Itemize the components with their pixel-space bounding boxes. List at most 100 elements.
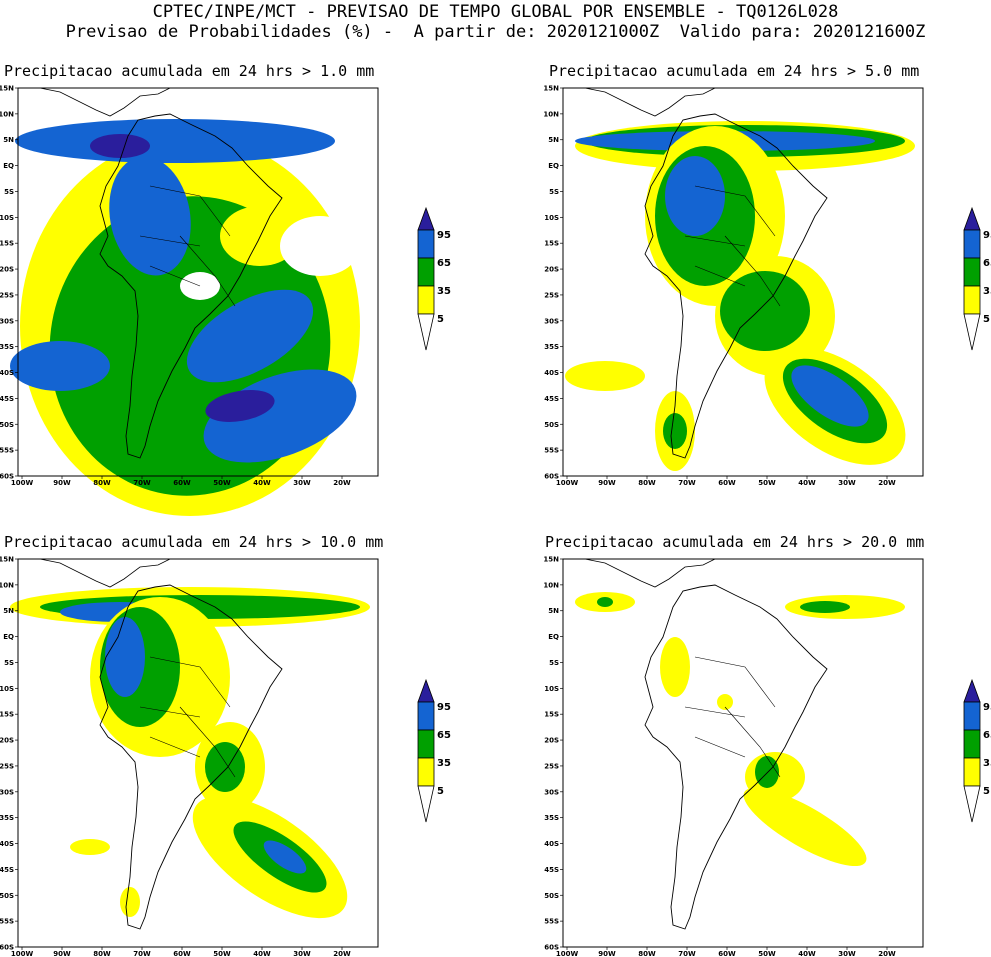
lat-label: 45S [544, 866, 559, 874]
prob-area-p5 [660, 637, 690, 697]
lat-label: 10S [544, 685, 559, 693]
lat-label: 30S [0, 317, 14, 325]
colorbar-label: 35 [983, 286, 991, 297]
probability-field [565, 121, 915, 471]
colorbar-label: 65 [437, 730, 451, 741]
lon-label: 60W [173, 479, 191, 487]
prob-area-p95 [90, 134, 150, 158]
lat-label: 15N [0, 556, 14, 564]
lat-label: 40S [544, 840, 559, 848]
colorbar-segment-5 [963, 285, 981, 315]
lat-label: 50S [544, 892, 559, 900]
central-america-coastline [584, 558, 716, 588]
colorbar-label: 95 [437, 702, 451, 713]
colorbar-triangle-bottom [417, 313, 435, 351]
lat-label: 10S [0, 214, 14, 222]
central-america-coastline [584, 87, 716, 117]
prob-area-p5 [70, 839, 110, 855]
lon-label: 100W [11, 950, 34, 957]
map-background [563, 559, 923, 947]
lat-label: 55S [544, 918, 559, 926]
central-america-coastline [39, 558, 171, 588]
lat-label: 15S [544, 240, 559, 248]
map-panel-20mm: 15N 10N 5N EQ 5S 10S 15S 20S 25S 30S 35S 40S 45S 50S 5… [543, 556, 924, 957]
colorbar-label: 65 [437, 258, 451, 269]
lat-label: 10N [0, 581, 14, 589]
lat-label: 10S [544, 214, 559, 222]
country-borders [139, 185, 236, 307]
colorbar-10mm: 95 65 35 5 [417, 678, 451, 823]
central-america-coastline [39, 87, 171, 117]
colorbar-label: 95 [983, 702, 991, 713]
lon-label: 30W [293, 479, 311, 487]
colorbar-segment-65 [417, 701, 435, 731]
colorbar-label: 5 [983, 314, 990, 325]
lat-label: 60S [0, 944, 14, 952]
colorbar-label: 5 [437, 314, 444, 325]
lat-label: 5N [3, 607, 14, 615]
lon-label: 40W [253, 479, 271, 487]
lat-label: 5N [3, 136, 14, 144]
colorbar-segment-5 [963, 757, 981, 787]
prob-area-p35 [720, 271, 810, 351]
lat-label: EQ [3, 633, 14, 641]
lat-label: 55S [0, 447, 14, 455]
lat-label: 50S [0, 892, 14, 900]
colorbar-segment-5 [417, 757, 435, 787]
lat-label: 15S [0, 240, 14, 248]
colorbar-triangle-top [417, 678, 435, 703]
lat-label: 20S [0, 737, 14, 745]
lat-label: 45S [0, 866, 14, 874]
lon-label: 40W [798, 479, 816, 487]
prob-area-p35 [597, 597, 613, 607]
colorbar-segment-35 [963, 729, 981, 759]
lon-label: 20W [878, 950, 896, 957]
lat-label: 40S [0, 840, 14, 848]
prob-area-p95 [205, 390, 275, 422]
lon-label: 80W [638, 950, 656, 957]
prob-area-p35 [755, 756, 779, 788]
country-borders [139, 656, 236, 778]
colorbar-triangle-top [963, 678, 981, 703]
colorbar-label: 5 [983, 786, 990, 797]
lon-label: 50W [213, 950, 231, 957]
map-frame [562, 558, 924, 948]
map-frame [17, 558, 379, 948]
lat-label: 35S [0, 814, 14, 822]
lat-label: 40S [0, 369, 14, 377]
lat-label: 50S [0, 421, 14, 429]
lat-label: 15S [544, 711, 559, 719]
lon-label: 90W [53, 950, 71, 957]
prob-area-p35 [800, 601, 850, 613]
colorbar-segment-65 [963, 701, 981, 731]
colorbar-label: 65 [983, 258, 991, 269]
lon-label: 60W [718, 479, 736, 487]
lat-label: 25S [0, 762, 14, 770]
colorbar-label: 35 [983, 758, 991, 769]
lat-label: 5S [549, 659, 559, 667]
colorbar-20mm: 95 65 35 5 [963, 678, 991, 823]
map-frame [562, 87, 924, 477]
lat-label: 30S [0, 788, 14, 796]
probability-field [575, 592, 905, 867]
lon-label: 90W [53, 479, 71, 487]
prob-area-p35 [663, 413, 687, 449]
lon-label: 30W [838, 950, 856, 957]
lon-label: 70W [678, 479, 696, 487]
colorbar-segment-35 [417, 729, 435, 759]
lat-label: 25S [0, 291, 14, 299]
colorbar-label: 95 [437, 230, 451, 241]
lon-label: 50W [758, 479, 776, 487]
map-panel-5mm: 15N 10N 5N EQ 5S 10S 15S 20S 25S 30S 35S 40S 45S 50S 5… [543, 85, 924, 487]
colorbar-triangle-bottom [963, 313, 981, 351]
lon-label: 80W [638, 479, 656, 487]
lon-label: 90W [598, 950, 616, 957]
lat-label: 30S [544, 317, 559, 325]
lat-label: 5S [549, 188, 559, 196]
colorbar-segment-65 [417, 229, 435, 259]
prob-area-lt5 [280, 216, 360, 276]
lat-label: 35S [0, 343, 14, 351]
lat-label: 55S [0, 918, 14, 926]
lat-label: 40S [544, 369, 559, 377]
colorbar-segment-5 [417, 285, 435, 315]
